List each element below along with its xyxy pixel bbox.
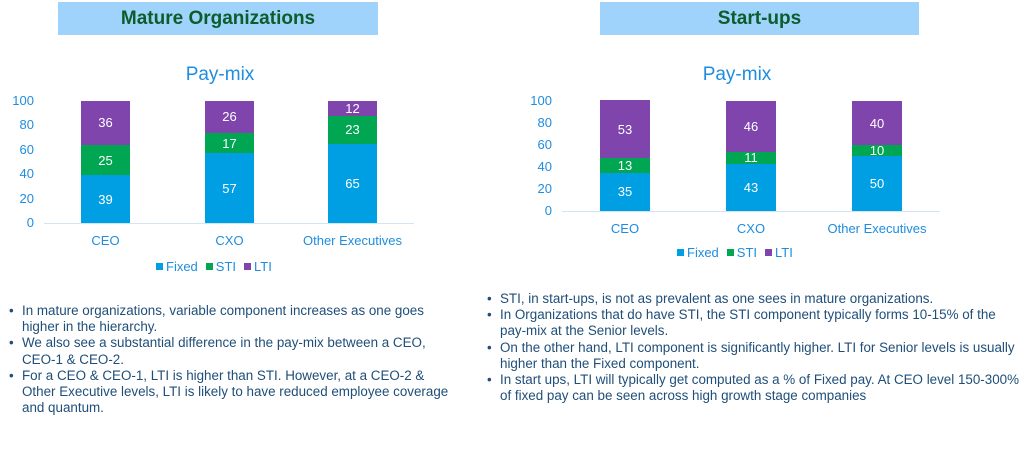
bar-segment-lti: 46	[726, 101, 776, 152]
bar-segment-lti: 40	[852, 101, 902, 145]
right-chart-legend: Fixed STI LTI	[677, 245, 793, 260]
bar-segment-sti: 17	[205, 132, 254, 154]
bar-segment-fixed: 57	[205, 153, 254, 223]
y-axis-tick-label: 100	[12, 93, 34, 108]
legend-item-sti: STI	[726, 245, 758, 260]
y-axis-tick-label: 80	[19, 117, 34, 133]
y-axis-tick-label: 60	[19, 141, 34, 157]
legend-item-sti: STI	[205, 259, 237, 274]
legend-label: LTI	[775, 245, 793, 260]
stacked-bar-cxo: 57 17 26	[205, 101, 254, 223]
x-axis-line	[44, 223, 414, 224]
legend-label: STI	[736, 245, 758, 260]
bar-segment-fixed: 43	[726, 163, 776, 211]
bar-segment-lti: 53	[600, 99, 650, 159]
bar-segment-lti: 26	[205, 101, 254, 133]
y-axis-tick-label: 100	[530, 93, 552, 108]
x-axis-line	[562, 211, 940, 212]
left-notes-list: In mature organizations, variable compon…	[6, 303, 456, 416]
bar-segment-lti: 12	[328, 101, 377, 116]
stacked-bar-ceo: 35 13 53	[600, 99, 650, 211]
x-axis-category-label: CXO	[736, 221, 766, 236]
legend-swatch-icon	[244, 263, 252, 270]
y-axis-tick-label: 0	[544, 203, 552, 218]
x-axis-category-label: CEO	[610, 221, 640, 236]
stacked-bar-ceo: 39 25 36	[81, 101, 130, 223]
bar-segment-fixed: 35	[600, 172, 650, 211]
bar-segment-sti: 10	[852, 143, 902, 158]
y-axis-tick-label: 80	[537, 115, 552, 130]
mature-organizations-header: Mature Organizations	[58, 2, 378, 35]
legend-label: Fixed	[687, 245, 719, 260]
y-axis-tick-label: 40	[537, 159, 552, 174]
bar-segment-sti: 23	[328, 115, 377, 144]
stacked-bar-cxo: 43 11 46	[726, 101, 776, 211]
legend-item-fixed: Fixed	[156, 259, 198, 274]
legend-swatch-icon	[726, 249, 734, 256]
left-chart-title: Pay-mix	[185, 64, 255, 85]
bullet-note: We also see a substantial difference in …	[6, 335, 456, 367]
bar-segment-fixed: 39	[81, 175, 130, 223]
bullet-note: STI, in start-ups, is not as prevalent a…	[484, 291, 1024, 307]
bar-segment-fixed: 50	[852, 156, 902, 211]
left-chart-legend: Fixed STI LTI	[156, 259, 272, 274]
y-axis-tick-label: 40	[19, 166, 34, 182]
bar-segment-sti: 11	[726, 150, 776, 165]
bullet-note: In start ups, LTI will typically get com…	[484, 372, 1024, 404]
legend-item-lti: LTI	[244, 259, 272, 274]
legend-swatch-icon	[156, 263, 163, 270]
legend-label: Fixed	[166, 259, 198, 274]
bar-segment-fixed: 65	[328, 143, 377, 223]
x-axis-category-label: Other Executives	[827, 221, 927, 236]
bullet-note: In Organizations that do have STI, the S…	[484, 307, 1024, 339]
legend-label: STI	[215, 259, 237, 274]
legend-label: LTI	[254, 259, 272, 274]
legend-item-fixed: Fixed	[677, 245, 719, 260]
legend-swatch-icon	[677, 249, 684, 256]
stacked-bar-other-executives: 65 23 12	[328, 101, 377, 223]
bullet-note: On the other hand, LTI component is sign…	[484, 340, 1024, 372]
bar-segment-lti: 36	[81, 101, 130, 145]
bullet-note: For a CEO & CEO-1, LTI is higher than ST…	[6, 368, 456, 417]
y-axis-tick-label: 0	[26, 215, 34, 230]
x-axis-category-label: CEO	[91, 233, 120, 248]
stacked-bar-other-executives: 50 10 40	[852, 101, 902, 211]
start-ups-header: Start-ups	[600, 2, 919, 35]
bar-segment-sti: 13	[600, 158, 650, 173]
right-notes-list: STI, in start-ups, is not as prevalent a…	[484, 291, 1024, 404]
bullet-note: In mature organizations, variable compon…	[6, 303, 456, 335]
legend-item-lti: LTI	[765, 245, 793, 260]
y-axis-tick-label: 20	[19, 190, 34, 206]
y-axis-tick-label: 20	[537, 181, 552, 196]
right-chart-title: Pay-mix	[702, 64, 772, 85]
legend-swatch-icon	[765, 249, 773, 256]
x-axis-category-label: Other Executives	[303, 233, 402, 248]
x-axis-category-label: CXO	[215, 233, 244, 248]
legend-swatch-icon	[205, 263, 213, 270]
bar-segment-sti: 25	[81, 144, 130, 176]
y-axis-tick-label: 60	[537, 137, 552, 152]
